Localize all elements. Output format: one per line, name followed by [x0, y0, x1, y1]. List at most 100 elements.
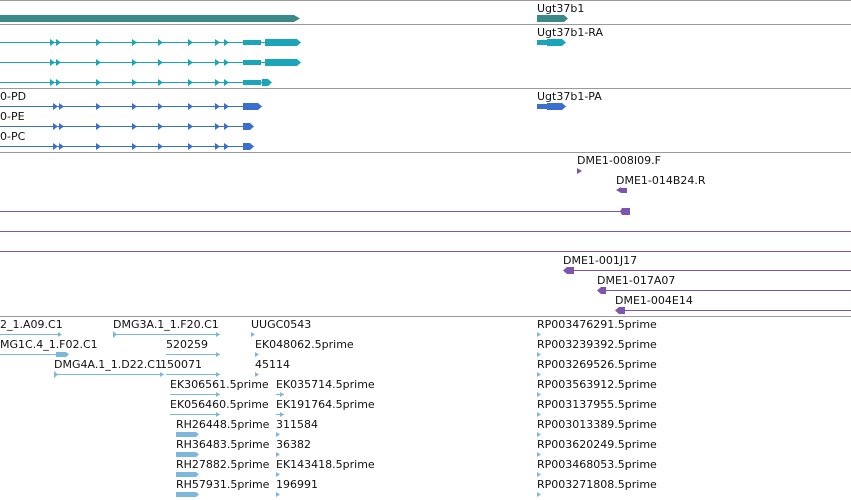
est-feature[interactable]	[276, 452, 280, 457]
est-label[interactable]: 2_1.A09.C1	[0, 318, 63, 331]
est-feature[interactable]	[537, 412, 541, 417]
clone-dme1-017a07[interactable]	[597, 287, 851, 294]
est-feature[interactable]	[537, 432, 541, 437]
est-feature[interactable]	[537, 452, 541, 457]
est-feature[interactable]	[255, 352, 259, 357]
est-feature[interactable]	[166, 372, 220, 377]
clone-end-dme1-014b24-r[interactable]	[616, 187, 621, 193]
est-label[interactable]: EK048062.5prime	[255, 338, 354, 351]
est-feature[interactable]	[170, 392, 220, 397]
clone-end-label[interactable]: DME1-008I09.F	[577, 154, 661, 167]
transcript-row[interactable]	[0, 79, 272, 86]
est-label[interactable]: RH26448.5prime	[176, 418, 270, 431]
est-feature[interactable]	[276, 412, 284, 417]
est-feature[interactable]	[276, 492, 280, 497]
est-label[interactable]: 196991	[276, 478, 318, 491]
est-label[interactable]: RP003269526.5prime	[537, 358, 657, 371]
est-feature[interactable]	[170, 412, 220, 417]
est-feature[interactable]	[537, 352, 541, 357]
separator-line	[0, 152, 851, 153]
protein-row-pc[interactable]	[0, 143, 254, 150]
est-label[interactable]: EK143418.5prime	[276, 458, 375, 471]
est-feature[interactable]	[537, 472, 541, 477]
clone-end-label[interactable]: DME1-014B24.R	[616, 174, 706, 187]
clone-label[interactable]: DME1-004E14	[615, 294, 693, 307]
est-feature[interactable]	[113, 331, 220, 338]
protein-label-pd[interactable]: 0-PD	[0, 90, 27, 103]
est-label[interactable]: EK191764.5prime	[276, 398, 375, 411]
est-label[interactable]: RP003271808.5prime	[537, 478, 657, 491]
gene-label[interactable]: Ugt37b1	[537, 2, 585, 15]
separator-line	[0, 0, 851, 1]
est-feature[interactable]	[54, 371, 164, 378]
clone-label[interactable]: DME1-017A07	[597, 274, 676, 287]
est-feature[interactable]	[166, 352, 220, 357]
est-label[interactable]: DMG4A.1_1.D22.C1	[54, 358, 162, 371]
est-feature[interactable]	[176, 492, 199, 497]
est-label[interactable]: RP003137955.5prime	[537, 398, 657, 411]
protein-track	[0, 103, 566, 150]
est-label[interactable]: RH27882.5prime	[176, 458, 270, 471]
transcript-ugt37b1-ra[interactable]	[537, 39, 566, 46]
transcript-label[interactable]: Ugt37b1-RA	[537, 26, 604, 39]
transcript-row[interactable]	[0, 59, 301, 66]
gene-track	[0, 15, 568, 22]
clone-ends-track	[0, 168, 851, 252]
est-label[interactable]: RP003563912.5prime	[537, 378, 657, 391]
est-label[interactable]: UUGC0543	[251, 318, 312, 331]
protein-label-pc[interactable]: 0-PC	[0, 130, 26, 143]
est-label[interactable]: RP003476291.5prime	[537, 318, 657, 331]
est-label[interactable]: DMG3A.1_1.F20.C1	[113, 318, 219, 331]
est-label[interactable]: 311584	[276, 418, 318, 431]
gene-feature-ugt37b1[interactable]	[537, 15, 568, 22]
est-feature[interactable]	[176, 452, 199, 457]
est-label[interactable]: 36382	[276, 438, 311, 451]
est-label[interactable]: RH36483.5prime	[176, 438, 270, 451]
transcript-row[interactable]	[0, 39, 301, 46]
est-feature[interactable]	[537, 372, 541, 377]
est-label[interactable]: RH57931.5prime	[176, 478, 270, 491]
protein-label-pa[interactable]: Ugt37b1-PA	[537, 90, 602, 103]
est-label[interactable]: 520259	[166, 338, 208, 351]
est-feature[interactable]	[276, 432, 280, 437]
est-feature[interactable]	[0, 352, 69, 357]
separator-line	[0, 24, 851, 25]
est-label[interactable]: MG1C.4_1.F02.C1	[0, 338, 98, 351]
separator-line	[0, 316, 851, 317]
protein-ugt37b1-pa[interactable]	[537, 103, 566, 110]
est-feature[interactable]	[276, 472, 280, 477]
est-label[interactable]: 150071	[160, 358, 202, 371]
est-feature[interactable]	[176, 432, 199, 437]
clone-end-span-head[interactable]	[620, 208, 630, 215]
est-label[interactable]: EK056460.5prime	[170, 398, 269, 411]
est-feature[interactable]	[537, 392, 541, 397]
est-feature[interactable]	[276, 392, 284, 397]
est-feature[interactable]	[251, 332, 255, 337]
est-label[interactable]: RP003013389.5prime	[537, 418, 657, 431]
est-label[interactable]: RP003468053.5prime	[537, 458, 657, 471]
est-label[interactable]: 45114	[255, 358, 290, 371]
clone-end-marker[interactable]	[621, 188, 627, 193]
est-label[interactable]: EK035714.5prime	[276, 378, 375, 391]
est-label[interactable]: EK306561.5prime	[170, 378, 269, 391]
protein-row-pe[interactable]	[0, 123, 254, 130]
clone-end-dme1-008i09-f[interactable]	[577, 168, 582, 174]
est-label[interactable]: RP003239392.5prime	[537, 338, 657, 351]
separator-line	[0, 88, 851, 89]
clone-dme1-004e14[interactable]	[615, 307, 851, 314]
est-feature[interactable]	[0, 332, 62, 337]
est-track	[0, 331, 541, 497]
est-feature[interactable]	[537, 492, 541, 497]
clone-label[interactable]: DME1-001J17	[563, 254, 638, 267]
protein-row-pd[interactable]	[0, 103, 262, 110]
est-feature[interactable]	[255, 372, 259, 377]
transcript-ra-track	[0, 39, 566, 86]
gene-feature-bar[interactable]	[0, 15, 300, 22]
protein-label-pe[interactable]: 0-PE	[0, 110, 25, 123]
est-feature[interactable]	[537, 332, 541, 337]
est-feature[interactable]	[176, 472, 199, 477]
est-label[interactable]: RP003620249.5prime	[537, 438, 657, 451]
clones-track	[563, 267, 851, 314]
clone-dme1-001j17[interactable]	[563, 267, 851, 274]
